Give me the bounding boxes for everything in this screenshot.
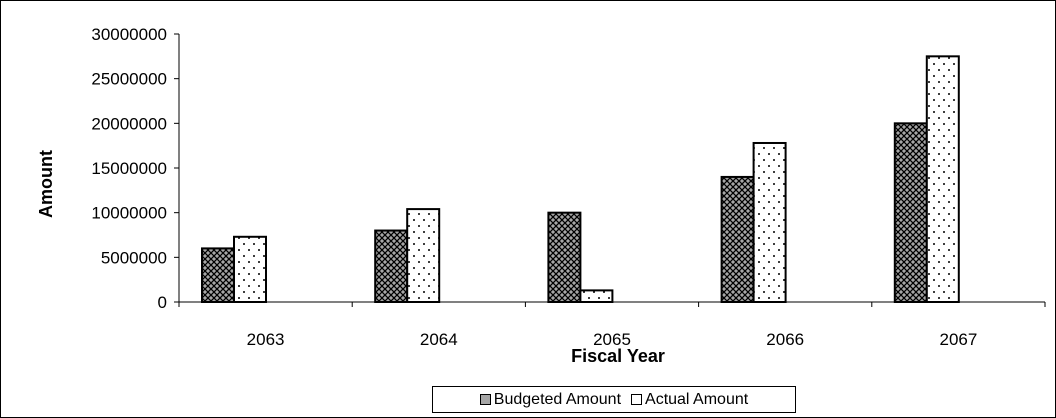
x-axis-title: Fiscal Year bbox=[571, 346, 665, 366]
bar-budgeted bbox=[202, 248, 234, 302]
y-tick-label: 0 bbox=[158, 293, 167, 312]
legend-label-actual: Actual Amount bbox=[645, 391, 748, 409]
legend: Budgeted Amount Actual Amount bbox=[432, 386, 796, 413]
bar-actual bbox=[234, 237, 266, 302]
bar-actual bbox=[927, 56, 959, 302]
legend-item-actual: Actual Amount bbox=[631, 391, 748, 409]
y-tick-label: 5000000 bbox=[101, 248, 167, 267]
y-tick-label: 25000000 bbox=[91, 70, 167, 89]
plot-area: 0 5000000 10000000 15000000 20000000 25000000… bbox=[91, 25, 1045, 349]
legend-item-budgeted: Budgeted Amount bbox=[480, 391, 621, 409]
bar-actual bbox=[407, 209, 439, 302]
bar-actual bbox=[580, 290, 612, 302]
x-tick-label: 2066 bbox=[766, 330, 804, 349]
y-tick-label: 15000000 bbox=[91, 159, 167, 178]
x-tick-label: 2067 bbox=[939, 330, 977, 349]
y-tick-label: 10000000 bbox=[91, 204, 167, 223]
bar-budgeted bbox=[895, 123, 927, 302]
bar-actual bbox=[754, 143, 786, 302]
legend-label-budgeted: Budgeted Amount bbox=[494, 391, 621, 409]
legend-swatch-budgeted bbox=[480, 394, 491, 405]
bar-budgeted bbox=[375, 231, 407, 302]
bar-budgeted bbox=[722, 177, 754, 302]
x-tick-label: 2063 bbox=[247, 330, 285, 349]
x-tick-label: 2064 bbox=[420, 330, 458, 349]
y-tick-label: 30000000 bbox=[91, 25, 167, 44]
bar-chart: 0 5000000 10000000 15000000 20000000 25000000… bbox=[1, 1, 1055, 385]
y-tick-label: 20000000 bbox=[91, 114, 167, 133]
bar-budgeted bbox=[548, 213, 580, 302]
y-axis-title: Amount bbox=[36, 150, 56, 218]
legend-swatch-actual bbox=[631, 394, 642, 405]
